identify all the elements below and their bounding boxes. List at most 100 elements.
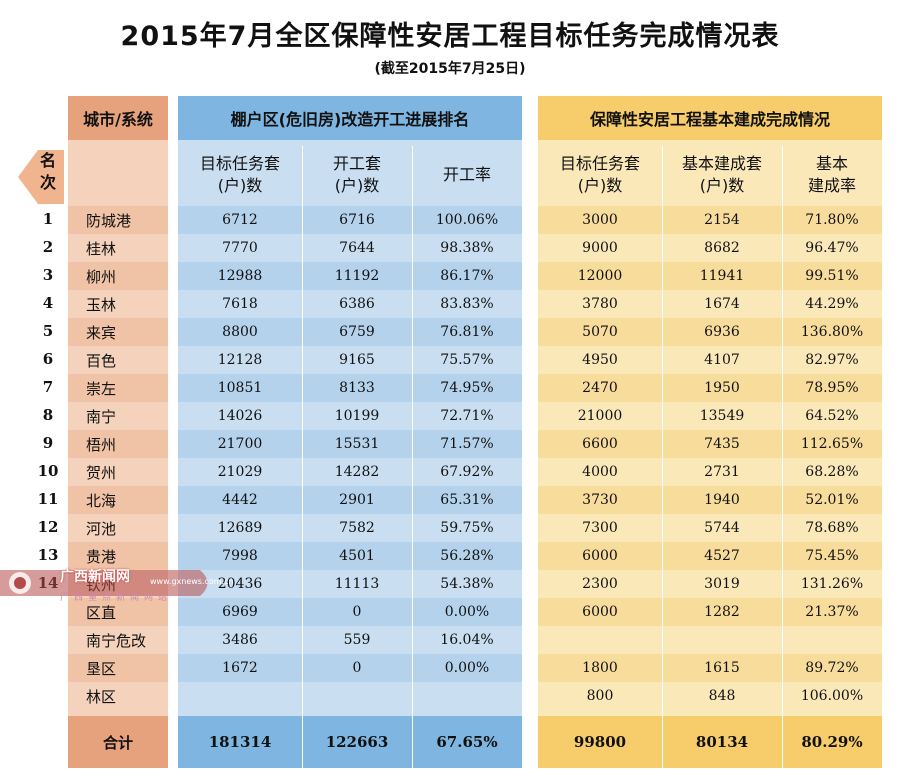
total-mid-rate: 67.65% xyxy=(436,733,498,751)
table-cell-r2: 4527 xyxy=(704,548,740,564)
table-cell-r3: 52.01% xyxy=(805,492,859,508)
page-title: 2015年7月全区保障性安居工程目标任务完成情况表 xyxy=(120,21,780,52)
table-cell-m1: 3486 xyxy=(222,632,258,648)
row-stripe xyxy=(178,654,522,682)
table-cell-m2: 559 xyxy=(343,632,371,648)
table-cell-m1: 7770 xyxy=(222,240,258,256)
table-cell-m3: 71.57% xyxy=(440,436,494,452)
table-cell-r2: 848 xyxy=(708,688,736,704)
right-subheader-completed: 基本建成套 (户)数 xyxy=(681,154,762,195)
right-subheader-target: 目标任务套 (户)数 xyxy=(559,154,640,195)
table-cell-r3: 75.45% xyxy=(805,548,859,564)
table-cell-m1: 12689 xyxy=(217,520,263,536)
table-cell-r2: 3019 xyxy=(704,576,740,592)
city-name: 北海 xyxy=(86,491,117,510)
mid-subheader-rate: 开工率 xyxy=(442,165,491,184)
row-stripe xyxy=(68,542,168,570)
city-name: 河池 xyxy=(86,519,117,538)
row-stripe xyxy=(178,318,522,346)
rank-arrow-icon xyxy=(18,150,64,204)
city-name: 林区 xyxy=(86,687,117,706)
table-cell-r3: 136.80% xyxy=(800,324,864,340)
watermark-name: 广西新闻网 xyxy=(60,569,130,585)
table-cell-r2 xyxy=(662,626,782,654)
table-cell-r1: 6600 xyxy=(582,436,618,452)
row-stripe xyxy=(538,486,882,514)
table-cell-m1: 6969 xyxy=(222,604,258,620)
table-cell-m2: 15531 xyxy=(334,436,380,452)
table-cell-r1: 800 xyxy=(586,688,614,704)
table-cell-m2: 0 xyxy=(352,604,362,620)
table-cell-m2: 10199 xyxy=(334,408,380,424)
watermark-logo xyxy=(0,570,208,596)
rank-number: 13 xyxy=(37,546,59,564)
rank-number: 4 xyxy=(42,294,54,312)
table-cell-m2: 7644 xyxy=(339,240,375,256)
table-cell-r1: 9000 xyxy=(582,240,618,256)
table-cell-r3 xyxy=(782,626,882,654)
table-cell-r1: 6000 xyxy=(582,548,618,564)
table-cell-r2: 2731 xyxy=(704,464,740,480)
row-stripe xyxy=(68,598,168,626)
city-name: 南宁 xyxy=(86,407,117,426)
completion-header: 保障性安居工程基本建成完成情况 xyxy=(538,96,882,140)
watermark-sub: 广西重点新闻网站 xyxy=(60,593,173,603)
table-cell-m3: 75.57% xyxy=(440,352,494,368)
table-cell-r3: 21.37% xyxy=(805,604,859,620)
table-cell-r2: 7435 xyxy=(704,436,740,452)
city-name: 崇左 xyxy=(86,379,117,398)
mid-subheader-started: 开工套 (户)数 xyxy=(332,154,381,195)
table-cell-m3: 65.31% xyxy=(440,492,494,508)
table-cell-r1: 3730 xyxy=(582,492,618,508)
city-name: 玉林 xyxy=(86,295,117,314)
table-cell-r3: 89.72% xyxy=(805,660,859,676)
table-cell-m3: 16.04% xyxy=(440,632,494,648)
right-divider-1 xyxy=(662,146,663,768)
rank-number: 6 xyxy=(42,350,54,368)
table-cell-r1: 12000 xyxy=(577,268,623,284)
page-subtitle: (截至2015年7月25日) xyxy=(374,61,526,77)
table-cell-m2: 2901 xyxy=(339,492,375,508)
table-cell-m2: 6716 xyxy=(339,212,375,228)
table-cell-r1: 4000 xyxy=(582,464,618,480)
row-stripe xyxy=(68,262,168,290)
row-stripe xyxy=(538,430,882,458)
table-cell-m1: 10851 xyxy=(217,380,263,396)
table-cell-r2: 1940 xyxy=(704,492,740,508)
table-cell-m2: 11192 xyxy=(334,268,380,284)
city-name: 南宁危改 xyxy=(86,631,147,650)
rank-number: 2 xyxy=(42,238,54,256)
table-cell-r1: 5070 xyxy=(582,324,618,340)
total-mid-target: 181314 xyxy=(208,733,272,751)
row-stripe xyxy=(538,318,882,346)
row-stripe xyxy=(178,430,522,458)
table-cell-r2: 6936 xyxy=(704,324,740,340)
table-cell-m2: 9165 xyxy=(339,352,375,368)
rank-number: 8 xyxy=(42,406,54,424)
city-name: 来宾 xyxy=(86,323,117,342)
table-cell-m2: 14282 xyxy=(334,464,380,480)
table-cell-m2: 6759 xyxy=(339,324,375,340)
rank-number: 1 xyxy=(42,210,54,228)
row-stripe xyxy=(178,374,522,402)
row-stripe xyxy=(538,654,882,682)
table-cell-m1: 20436 xyxy=(217,576,263,592)
table-cell-m2 xyxy=(302,682,412,710)
table-cell-r1: 21000 xyxy=(577,408,623,424)
table-cell-r1: 2470 xyxy=(582,380,618,396)
city-name: 梧州 xyxy=(86,435,117,454)
table-cell-r2: 1950 xyxy=(704,380,740,396)
table-cell-r2: 1615 xyxy=(704,660,740,676)
table-cell-r3: 64.52% xyxy=(805,408,859,424)
table-cell-m1: 6712 xyxy=(222,212,258,228)
table-cell-r2: 2154 xyxy=(704,212,740,228)
table-cell-r2: 8682 xyxy=(704,240,740,256)
table-cell-m1: 12988 xyxy=(217,268,263,284)
total-mid-started: 122663 xyxy=(325,733,389,751)
mid-subheader-target: 目标任务套 (户)数 xyxy=(199,154,280,195)
table-cell-r1: 4950 xyxy=(582,352,618,368)
table-cell-m1: 4442 xyxy=(222,492,258,508)
table-cell-m1 xyxy=(178,682,302,710)
table-cell-r1: 2300 xyxy=(582,576,618,592)
table-cell-m3: 98.38% xyxy=(440,240,494,256)
